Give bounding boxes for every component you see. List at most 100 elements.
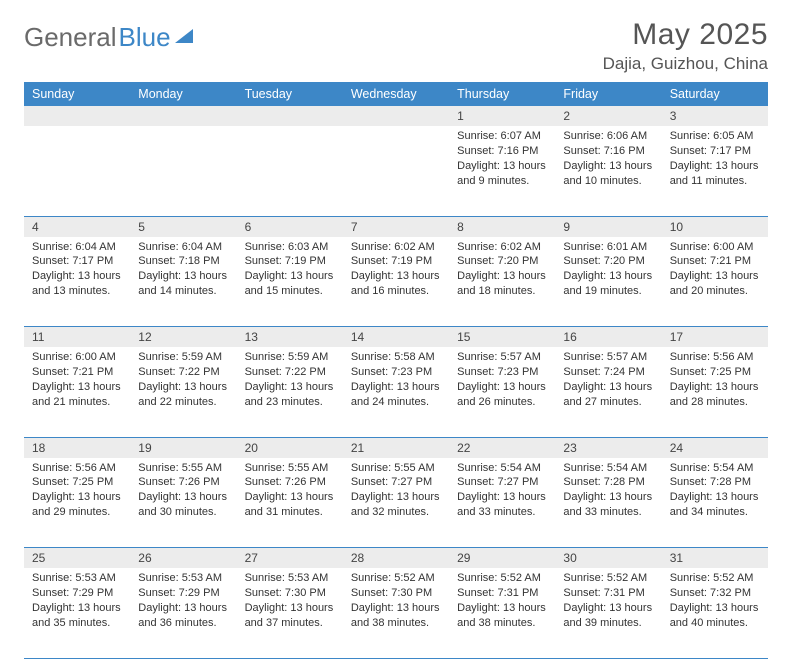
day-number-cell: 20 bbox=[237, 437, 343, 458]
day-number-cell: 28 bbox=[343, 548, 449, 569]
day-number-cell: 10 bbox=[662, 216, 768, 237]
day-number-cell: 19 bbox=[130, 437, 236, 458]
day-details: Sunrise: 5:54 AMSunset: 7:28 PMDaylight:… bbox=[662, 458, 768, 526]
day-number-cell: 25 bbox=[24, 548, 130, 569]
day-number-row: 11121314151617 bbox=[24, 327, 768, 348]
day-number-cell: 4 bbox=[24, 216, 130, 237]
day-details: Sunrise: 5:55 AMSunset: 7:26 PMDaylight:… bbox=[237, 458, 343, 526]
weekday-header: Saturday bbox=[662, 82, 768, 106]
day-cell: Sunrise: 6:07 AMSunset: 7:16 PMDaylight:… bbox=[449, 126, 555, 216]
day-number-cell: 30 bbox=[555, 548, 661, 569]
day-number-cell: 12 bbox=[130, 327, 236, 348]
day-cell: Sunrise: 6:04 AMSunset: 7:18 PMDaylight:… bbox=[130, 237, 236, 327]
day-details: Sunrise: 5:52 AMSunset: 7:32 PMDaylight:… bbox=[662, 568, 768, 636]
day-cell: Sunrise: 6:02 AMSunset: 7:20 PMDaylight:… bbox=[449, 237, 555, 327]
day-details: Sunrise: 6:07 AMSunset: 7:16 PMDaylight:… bbox=[449, 126, 555, 194]
day-details: Sunrise: 5:52 AMSunset: 7:31 PMDaylight:… bbox=[555, 568, 661, 636]
day-cell: Sunrise: 5:52 AMSunset: 7:30 PMDaylight:… bbox=[343, 568, 449, 658]
day-cell: Sunrise: 5:55 AMSunset: 7:27 PMDaylight:… bbox=[343, 458, 449, 548]
day-cell: Sunrise: 5:52 AMSunset: 7:31 PMDaylight:… bbox=[449, 568, 555, 658]
weekday-header: Thursday bbox=[449, 82, 555, 106]
weekday-header: Tuesday bbox=[237, 82, 343, 106]
day-number-cell: 9 bbox=[555, 216, 661, 237]
day-number-cell: 27 bbox=[237, 548, 343, 569]
day-cell bbox=[343, 126, 449, 216]
day-number-cell: 17 bbox=[662, 327, 768, 348]
weekday-header: Monday bbox=[130, 82, 236, 106]
day-details: Sunrise: 6:06 AMSunset: 7:16 PMDaylight:… bbox=[555, 126, 661, 194]
day-cell: Sunrise: 6:02 AMSunset: 7:19 PMDaylight:… bbox=[343, 237, 449, 327]
header: GeneralBlue May 2025 Dajia, Guizhou, Chi… bbox=[24, 18, 768, 74]
day-cell: Sunrise: 5:59 AMSunset: 7:22 PMDaylight:… bbox=[237, 347, 343, 437]
day-cell: Sunrise: 5:53 AMSunset: 7:29 PMDaylight:… bbox=[24, 568, 130, 658]
day-cell: Sunrise: 5:57 AMSunset: 7:23 PMDaylight:… bbox=[449, 347, 555, 437]
day-number-row: 25262728293031 bbox=[24, 548, 768, 569]
day-number-cell: 29 bbox=[449, 548, 555, 569]
day-number-cell: 26 bbox=[130, 548, 236, 569]
weekday-header: Friday bbox=[555, 82, 661, 106]
day-cell: Sunrise: 5:54 AMSunset: 7:28 PMDaylight:… bbox=[662, 458, 768, 548]
day-number-cell: 5 bbox=[130, 216, 236, 237]
day-details: Sunrise: 6:04 AMSunset: 7:18 PMDaylight:… bbox=[130, 237, 236, 305]
day-number-cell bbox=[130, 106, 236, 126]
calendar-page: GeneralBlue May 2025 Dajia, Guizhou, Chi… bbox=[0, 0, 792, 669]
day-details: Sunrise: 5:59 AMSunset: 7:22 PMDaylight:… bbox=[237, 347, 343, 415]
day-number-cell bbox=[24, 106, 130, 126]
brand-part1: General bbox=[24, 22, 117, 53]
day-number-cell: 1 bbox=[449, 106, 555, 126]
day-number-cell: 14 bbox=[343, 327, 449, 348]
day-body-row: Sunrise: 6:07 AMSunset: 7:16 PMDaylight:… bbox=[24, 126, 768, 216]
day-details: Sunrise: 6:02 AMSunset: 7:19 PMDaylight:… bbox=[343, 237, 449, 305]
day-number-cell: 31 bbox=[662, 548, 768, 569]
day-cell: Sunrise: 5:56 AMSunset: 7:25 PMDaylight:… bbox=[662, 347, 768, 437]
day-details: Sunrise: 6:03 AMSunset: 7:19 PMDaylight:… bbox=[237, 237, 343, 305]
day-cell: Sunrise: 5:53 AMSunset: 7:29 PMDaylight:… bbox=[130, 568, 236, 658]
day-number-cell: 16 bbox=[555, 327, 661, 348]
weekday-header: Wednesday bbox=[343, 82, 449, 106]
day-details: Sunrise: 5:53 AMSunset: 7:29 PMDaylight:… bbox=[130, 568, 236, 636]
day-number-cell: 6 bbox=[237, 216, 343, 237]
day-cell: Sunrise: 5:54 AMSunset: 7:28 PMDaylight:… bbox=[555, 458, 661, 548]
day-number-cell: 2 bbox=[555, 106, 661, 126]
day-cell: Sunrise: 5:52 AMSunset: 7:32 PMDaylight:… bbox=[662, 568, 768, 658]
day-number-cell: 3 bbox=[662, 106, 768, 126]
day-details: Sunrise: 5:56 AMSunset: 7:25 PMDaylight:… bbox=[24, 458, 130, 526]
day-details: Sunrise: 5:52 AMSunset: 7:31 PMDaylight:… bbox=[449, 568, 555, 636]
day-cell: Sunrise: 6:00 AMSunset: 7:21 PMDaylight:… bbox=[24, 347, 130, 437]
month-title: May 2025 bbox=[603, 18, 768, 52]
day-details: Sunrise: 6:00 AMSunset: 7:21 PMDaylight:… bbox=[662, 237, 768, 305]
day-number-row: 45678910 bbox=[24, 216, 768, 237]
day-details: Sunrise: 5:54 AMSunset: 7:28 PMDaylight:… bbox=[555, 458, 661, 526]
calendar-table: Sunday Monday Tuesday Wednesday Thursday… bbox=[24, 82, 768, 659]
day-details: Sunrise: 5:52 AMSunset: 7:30 PMDaylight:… bbox=[343, 568, 449, 636]
day-details: Sunrise: 5:56 AMSunset: 7:25 PMDaylight:… bbox=[662, 347, 768, 415]
day-number-cell: 13 bbox=[237, 327, 343, 348]
day-cell: Sunrise: 5:58 AMSunset: 7:23 PMDaylight:… bbox=[343, 347, 449, 437]
day-details: Sunrise: 6:02 AMSunset: 7:20 PMDaylight:… bbox=[449, 237, 555, 305]
day-number-cell: 18 bbox=[24, 437, 130, 458]
day-number-cell: 7 bbox=[343, 216, 449, 237]
day-cell bbox=[130, 126, 236, 216]
day-cell: Sunrise: 5:56 AMSunset: 7:25 PMDaylight:… bbox=[24, 458, 130, 548]
day-cell: Sunrise: 6:03 AMSunset: 7:19 PMDaylight:… bbox=[237, 237, 343, 327]
day-cell: Sunrise: 5:53 AMSunset: 7:30 PMDaylight:… bbox=[237, 568, 343, 658]
day-number-cell: 22 bbox=[449, 437, 555, 458]
day-number-cell bbox=[237, 106, 343, 126]
day-body-row: Sunrise: 6:04 AMSunset: 7:17 PMDaylight:… bbox=[24, 237, 768, 327]
brand-part2: Blue bbox=[119, 22, 171, 53]
location-label: Dajia, Guizhou, China bbox=[603, 54, 768, 74]
day-cell: Sunrise: 6:00 AMSunset: 7:21 PMDaylight:… bbox=[662, 237, 768, 327]
day-details: Sunrise: 6:01 AMSunset: 7:20 PMDaylight:… bbox=[555, 237, 661, 305]
day-number-cell bbox=[343, 106, 449, 126]
day-details: Sunrise: 6:05 AMSunset: 7:17 PMDaylight:… bbox=[662, 126, 768, 194]
weekday-header-row: Sunday Monday Tuesday Wednesday Thursday… bbox=[24, 82, 768, 106]
day-details: Sunrise: 5:59 AMSunset: 7:22 PMDaylight:… bbox=[130, 347, 236, 415]
day-details: Sunrise: 5:55 AMSunset: 7:27 PMDaylight:… bbox=[343, 458, 449, 526]
day-cell: Sunrise: 5:55 AMSunset: 7:26 PMDaylight:… bbox=[130, 458, 236, 548]
day-number-cell: 11 bbox=[24, 327, 130, 348]
day-number-cell: 24 bbox=[662, 437, 768, 458]
day-details: Sunrise: 5:53 AMSunset: 7:30 PMDaylight:… bbox=[237, 568, 343, 636]
day-details: Sunrise: 5:57 AMSunset: 7:24 PMDaylight:… bbox=[555, 347, 661, 415]
day-details: Sunrise: 5:55 AMSunset: 7:26 PMDaylight:… bbox=[130, 458, 236, 526]
day-cell: Sunrise: 6:06 AMSunset: 7:16 PMDaylight:… bbox=[555, 126, 661, 216]
